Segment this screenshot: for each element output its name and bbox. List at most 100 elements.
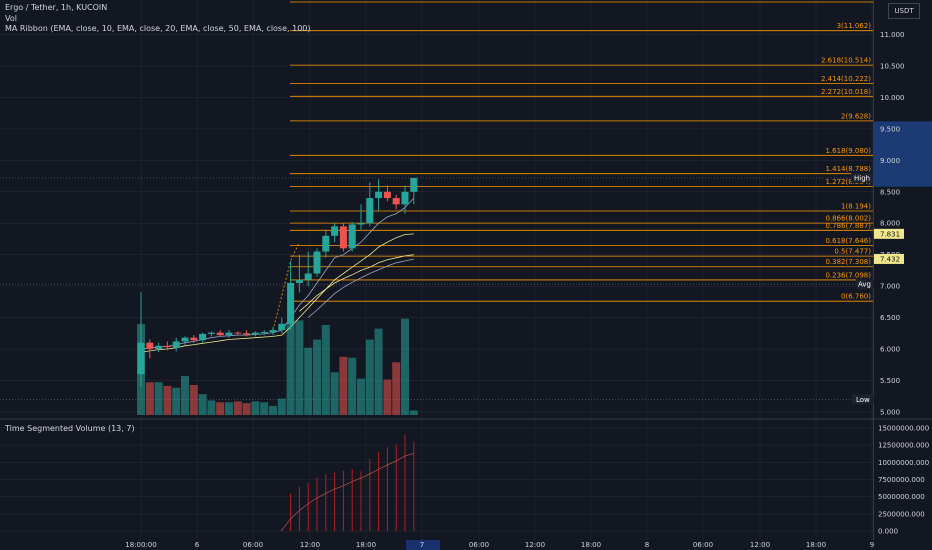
volume-bar-12 <box>242 403 251 415</box>
candle-17 <box>287 282 295 324</box>
candle-18 <box>295 279 303 283</box>
ema20-line <box>140 233 414 353</box>
ema10-line <box>140 197 415 350</box>
candle-6 <box>190 337 198 341</box>
price-tick-0: 11.000 <box>880 31 905 39</box>
volume-bar-15 <box>269 405 277 415</box>
time-tick-3: 12:00 <box>300 541 320 549</box>
volume-bar-1 <box>145 382 154 415</box>
indicator-vol[interactable]: Vol <box>5 13 17 23</box>
time-tick-13: 9 <box>870 541 874 549</box>
fib-label-2: 2.414(10.222) <box>821 75 871 83</box>
volume-bar-21 <box>321 325 330 415</box>
time-tick-5: 7 <box>420 541 424 549</box>
volume-bar-28 <box>383 379 392 415</box>
candle-20 <box>313 251 321 274</box>
volume-bar-8 <box>207 400 216 415</box>
candle-16 <box>278 323 286 331</box>
candle-10 <box>225 332 233 336</box>
candle-21 <box>322 235 330 252</box>
tsv-legend[interactable]: Time Segmented Volume (13, 7) <box>5 424 135 433</box>
volume-bar-2 <box>154 382 163 415</box>
time-tick-0: 18:00:00 <box>125 541 156 549</box>
ema-b-tag-bg <box>874 253 904 264</box>
candle-19 <box>304 273 312 280</box>
volume-bar-17 <box>286 323 295 415</box>
candle-11 <box>234 332 242 334</box>
fib-label-1: 2.618(10.514) <box>821 57 871 65</box>
fib-label-5: 1.618(9.080) <box>825 147 871 155</box>
candle-14 <box>260 332 268 333</box>
high-tag: High <box>854 174 870 182</box>
candle-25 <box>357 223 365 225</box>
tsv-tick-5: 2500000.000 <box>878 510 925 518</box>
time-tick-9: 8 <box>645 541 649 549</box>
candle-30 <box>401 191 409 205</box>
candle-29 <box>392 198 400 205</box>
volume-bar-20 <box>313 339 321 415</box>
price-range-highlight <box>874 121 932 187</box>
tsv-tick-2: 10000000.000 <box>878 459 929 467</box>
symbol-title[interactable]: Ergo / Tether, 1h, KUCOIN <box>5 3 108 12</box>
price-tick-10: 6.000 <box>880 345 900 353</box>
price-tick-6: 8.000 <box>880 220 900 228</box>
currency-label[interactable]: USDT <box>888 3 920 19</box>
volume-bar-6 <box>189 385 198 415</box>
candle-27 <box>375 191 383 199</box>
candle-5 <box>181 337 189 342</box>
price-tick-8: 7.000 <box>880 283 900 291</box>
volume-bar-7 <box>198 394 207 415</box>
ema100-line <box>307 258 414 318</box>
candle-4 <box>172 341 180 348</box>
fib-label-12: 0.5(7.477) <box>834 248 871 256</box>
indicator-ma-ribbon[interactable]: MA Ribbon (EMA, close, 10, EMA, close, 2… <box>5 24 311 33</box>
volume-bar-16 <box>277 398 286 415</box>
price-tick-11: 5.500 <box>880 377 900 385</box>
volume-bar-18 <box>295 320 304 415</box>
volume-bar-14 <box>260 402 269 415</box>
candle-0 <box>137 342 145 375</box>
candle-24 <box>348 224 356 249</box>
fib-label-15: 0(6.760) <box>841 293 871 301</box>
time-tick-7: 12:00 <box>525 541 545 549</box>
tsv-tick-3: 7500000.000 <box>878 476 925 484</box>
ema-a-tag: 7.831 <box>880 230 900 238</box>
candle-2 <box>155 345 163 349</box>
volume-bar-9 <box>216 402 225 415</box>
volume-bar-30 <box>401 318 409 415</box>
projection-line <box>272 241 300 331</box>
volume-bar-31 <box>409 410 418 415</box>
candle-22 <box>331 226 339 236</box>
volume-bar-5 <box>181 375 189 415</box>
volume-bar-27 <box>374 328 383 415</box>
volume-bar-25 <box>357 378 365 415</box>
time-tick-8: 18:00 <box>581 541 601 549</box>
ema-a-tag-bg <box>874 228 904 239</box>
volume-bar-11 <box>233 401 242 415</box>
price-tick-1: 10.500 <box>880 63 905 71</box>
price-tick-3: 9.500 <box>880 125 900 133</box>
time-tick-6: 06:00 <box>469 541 489 549</box>
price-tick-12: 5.000 <box>880 408 900 416</box>
tsv-tick-6: 0.000 <box>878 528 898 536</box>
fib-label-0: 3(11.062) <box>837 22 872 30</box>
fib-label-7: 1.272(8.584) <box>825 178 871 186</box>
high-tag-bg <box>851 172 873 183</box>
fib-label-4: 2(9.628) <box>841 112 871 120</box>
volume-bar-4 <box>172 387 181 415</box>
price-tick-2: 10.000 <box>880 94 905 102</box>
candle-7 <box>199 333 207 341</box>
candle-28 <box>383 191 391 199</box>
price-tick-4: 9.000 <box>880 157 900 165</box>
fib-label-10: 0.786(7.887) <box>825 222 871 230</box>
candle-9 <box>216 332 224 336</box>
volume-bar-13 <box>251 401 260 415</box>
low-tag: Low <box>856 396 870 404</box>
time-tick-10: 06:00 <box>693 541 713 549</box>
volume-bar-22 <box>330 372 339 415</box>
low-tag-bg <box>852 394 874 405</box>
ema-b-tag: 7.432 <box>880 255 900 263</box>
time-tick-2: 06:00 <box>243 541 263 549</box>
